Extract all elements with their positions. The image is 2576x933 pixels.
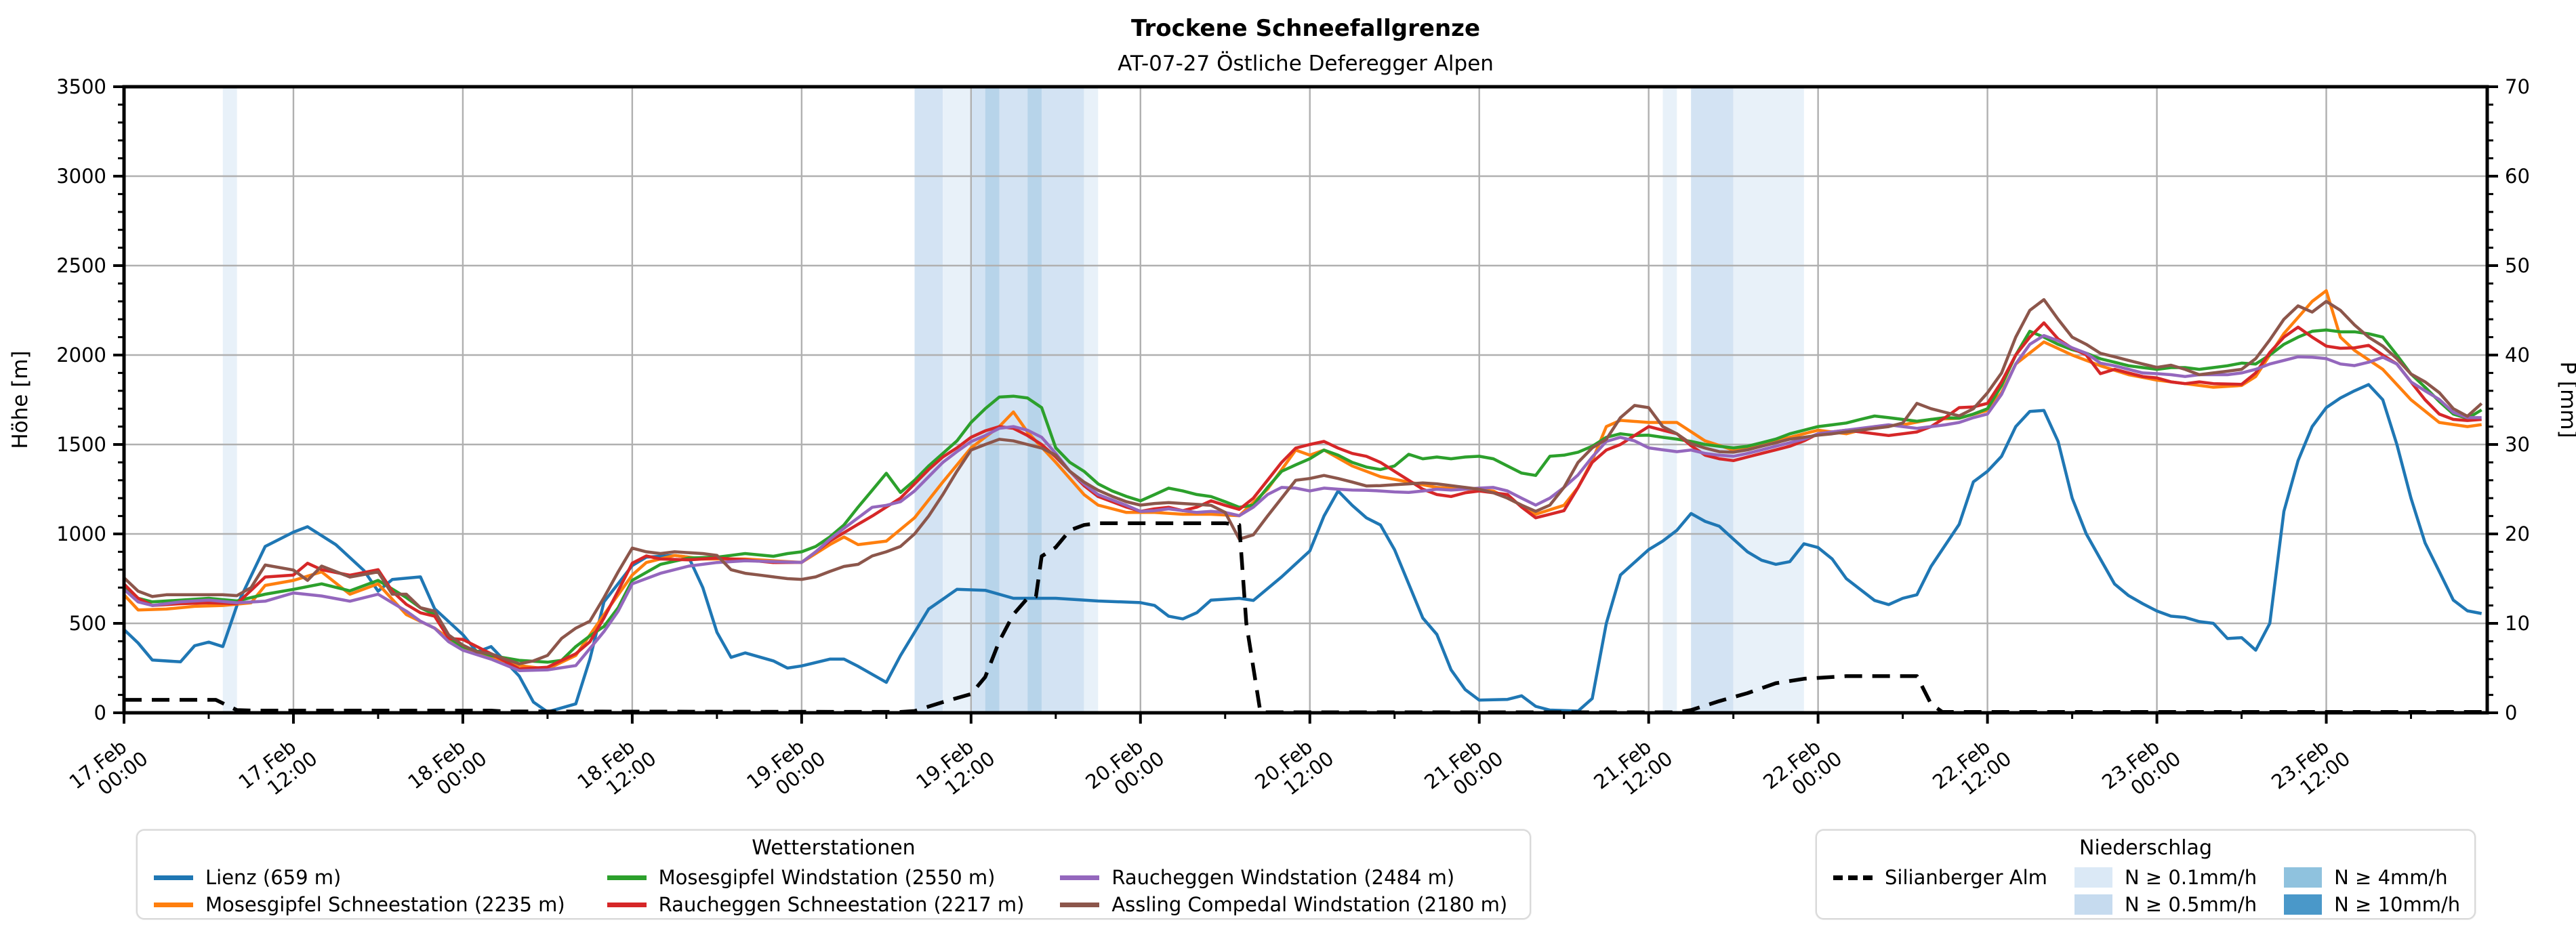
line-silianberger-alm bbox=[124, 521, 2482, 713]
precip-band-0.5 bbox=[914, 87, 943, 713]
line-assling-compedal-windstation-2180-m bbox=[124, 297, 2483, 665]
ytick-left-label: 2000 bbox=[56, 344, 106, 367]
raucheggen-wind-line-swatch bbox=[1060, 875, 1100, 880]
precip-05-patch bbox=[2074, 894, 2112, 915]
chart-subtitle: AT-07-27 Östliche Deferegger Alpen bbox=[1118, 51, 1494, 76]
xtick-label: 17.Feb00:00 bbox=[65, 729, 152, 811]
xtick-label: 23.Feb12:00 bbox=[2267, 729, 2354, 811]
legend-item-label: N ≥ 10mm/h bbox=[2334, 893, 2461, 916]
yaxis-label-right: P [mm] bbox=[2556, 361, 2576, 438]
legend-spacer bbox=[1833, 891, 2047, 918]
xtick-label: 23.Feb00:00 bbox=[2098, 729, 2185, 811]
precip-band-0.1 bbox=[1733, 87, 1804, 713]
chart-title: Trockene Schneefallgrenze bbox=[1130, 15, 1481, 42]
precip-band-0.1 bbox=[1662, 87, 1677, 713]
legend-item-label: N ≥ 0.1mm/h bbox=[2124, 866, 2257, 889]
legend-item-assling-compedal: Assling Compedal Windstation (2180 m) bbox=[1060, 891, 1513, 918]
legend-item-label: Assling Compedal Windstation (2180 m) bbox=[1111, 893, 1508, 916]
ytick-left-label: 500 bbox=[69, 612, 106, 635]
ytick-left-label: 1500 bbox=[56, 433, 106, 456]
raucheggen-schnee-line-swatch bbox=[607, 902, 647, 907]
precipitation-bands bbox=[222, 87, 1804, 713]
ytick-left-label: 0 bbox=[94, 701, 106, 724]
legend-item-label: Raucheggen Schneestation (2217 m) bbox=[658, 893, 1025, 916]
legend-item-label: N ≥ 0.5mm/h bbox=[2124, 893, 2257, 916]
xtick-label: 21.Feb12:00 bbox=[1589, 729, 1677, 811]
plot-border bbox=[122, 85, 2489, 715]
ytick-right-label: 10 bbox=[2505, 612, 2530, 635]
line-raucheggen-windstation-2484-m bbox=[124, 333, 2482, 672]
lienz-line-swatch bbox=[154, 875, 193, 880]
ytick-left-label: 3000 bbox=[56, 165, 106, 188]
legend-niederschlag-title: Niederschlag bbox=[2079, 836, 2212, 860]
precip-band-0.5 bbox=[1041, 87, 1084, 713]
precip-band-0.5 bbox=[999, 87, 1028, 713]
legend-niederschlag: Niederschlag Silianberger Alm N ≥ 0.1mm/… bbox=[1816, 829, 2476, 919]
legend-item-raucheggen-windstation: Raucheggen Windstation (2484 m) bbox=[1060, 864, 1513, 891]
precip-10-patch bbox=[2284, 894, 2323, 915]
xtick-label: 22.Feb00:00 bbox=[1759, 729, 1846, 811]
precip-01-patch bbox=[2074, 867, 2112, 888]
mosesgipfel-schnee-line-swatch bbox=[154, 902, 193, 907]
legend-wetterstationen-title: Wetterstationen bbox=[752, 836, 916, 860]
xtick-label: 20.Feb00:00 bbox=[1081, 729, 1168, 811]
xtick-label: 21.Feb00:00 bbox=[1420, 729, 1507, 811]
precip-4-patch bbox=[2284, 867, 2323, 888]
line-mosesgipfel-windstation-2550-m bbox=[124, 328, 2482, 664]
xtick-label: 20.Feb12:00 bbox=[1250, 729, 1338, 811]
legend-item-label: Silianberger Alm bbox=[1885, 866, 2047, 889]
legend-item-label: Mosesgipfel Windstation (2550 m) bbox=[658, 866, 996, 889]
precip-band-0.5 bbox=[970, 87, 985, 713]
legend-item-mosesgipfel-schneestation: Mosesgipfel Schneestation (2235 m) bbox=[154, 891, 607, 918]
legend-item-n10: N ≥ 10mm/h bbox=[2284, 891, 2460, 918]
precip-band-0.5 bbox=[1691, 87, 1734, 713]
line-lienz-659-m bbox=[124, 383, 2482, 713]
legend-item-label: N ≥ 4mm/h bbox=[2334, 866, 2448, 889]
line-raucheggen-schneestation-2217-m bbox=[124, 321, 2482, 671]
xtick-label: 19.Feb12:00 bbox=[912, 729, 999, 811]
ytick-left-label: 3500 bbox=[56, 75, 106, 98]
ytick-right-label: 70 bbox=[2505, 75, 2530, 98]
legend-item-label: Lienz (659 m) bbox=[205, 866, 342, 889]
xtick-label: 17.Feb12:00 bbox=[234, 729, 322, 811]
ytick-right-label: 20 bbox=[2505, 522, 2530, 545]
assling-compedal-line-swatch bbox=[1060, 902, 1100, 907]
series-lines bbox=[124, 289, 2483, 713]
legend-item-silianberger-alm: Silianberger Alm bbox=[1833, 864, 2047, 891]
precip-band-0.1 bbox=[222, 87, 237, 713]
legend-item-n4: N ≥ 4mm/h bbox=[2284, 864, 2460, 891]
ytick-right-label: 0 bbox=[2505, 701, 2517, 724]
silianberger-dash-swatch bbox=[1833, 875, 1873, 880]
xtick-label: 19.Feb00:00 bbox=[742, 729, 830, 811]
legend-wetterstationen: Wetterstationen Lienz (659 m) Mosesgipfe… bbox=[136, 829, 1531, 919]
xtick-label: 18.Feb12:00 bbox=[573, 729, 660, 811]
legend-item-raucheggen-schneestation: Raucheggen Schneestation (2217 m) bbox=[607, 891, 1061, 918]
ytick-right-label: 60 bbox=[2505, 165, 2530, 188]
legend-item-mosesgipfel-windstation: Mosesgipfel Windstation (2550 m) bbox=[607, 864, 1061, 891]
ytick-right-label: 50 bbox=[2505, 254, 2530, 277]
yaxis-label-left: Höhe [m] bbox=[8, 350, 33, 449]
legend-item-n05: N ≥ 0.5mm/h bbox=[2074, 891, 2257, 918]
tick-labels: 0 500 1000 1500 2000 2500 3000 3500 0 10 20 30 40 50 6… bbox=[8, 75, 2576, 811]
xtick-label: 18.Feb00:00 bbox=[403, 729, 491, 811]
legend-item-n01: N ≥ 0.1mm/h bbox=[2074, 864, 2257, 891]
ytick-right-label: 40 bbox=[2505, 344, 2530, 367]
precip-band-0.1 bbox=[1084, 87, 1099, 713]
axis-ticks bbox=[113, 85, 2498, 724]
legend-item-label: Mosesgipfel Schneestation (2235 m) bbox=[205, 893, 565, 916]
ytick-right-label: 30 bbox=[2505, 433, 2530, 456]
ytick-left-label: 2500 bbox=[56, 254, 106, 277]
legend-item-label: Raucheggen Windstation (2484 m) bbox=[1111, 866, 1455, 889]
precip-band-4 bbox=[985, 87, 1000, 713]
grid bbox=[123, 87, 2487, 713]
precip-band-4 bbox=[1027, 87, 1042, 713]
ytick-left-label: 1000 bbox=[56, 522, 106, 545]
precip-band-0.1 bbox=[943, 87, 971, 713]
xtick-label: 22.Feb12:00 bbox=[1928, 729, 2016, 811]
legend-item-lienz: Lienz (659 m) bbox=[154, 864, 607, 891]
mosesgipfel-wind-line-swatch bbox=[607, 875, 647, 880]
